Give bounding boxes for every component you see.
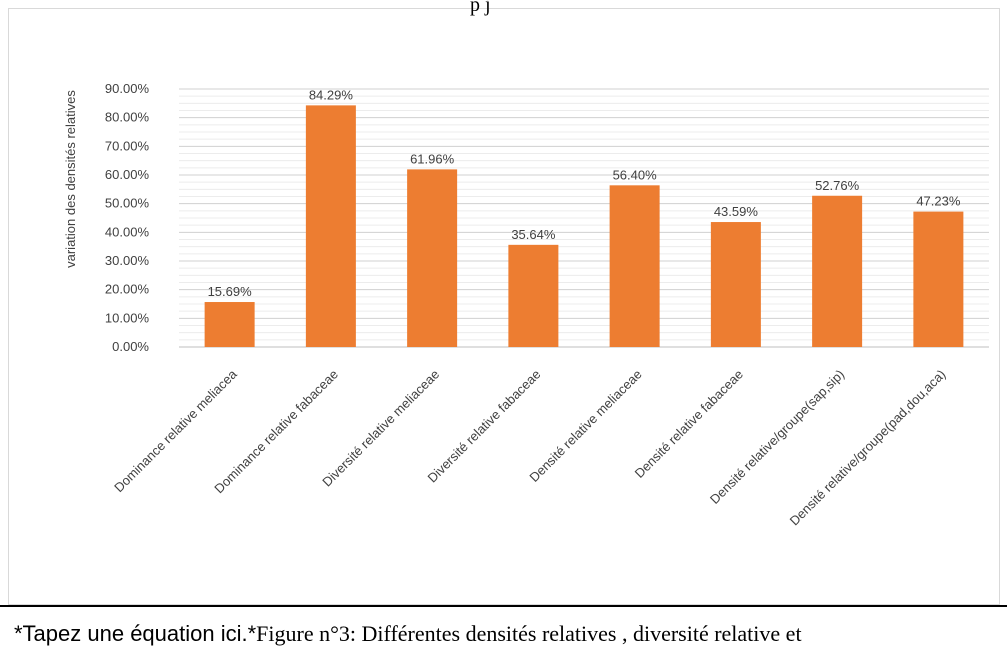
x-tick-label: Densité relative/groupe(pad,dou,aca) xyxy=(787,367,949,529)
y-tick-label: 10.00% xyxy=(105,310,150,325)
data-label: 56.40% xyxy=(613,167,658,182)
bar xyxy=(305,105,356,347)
caption-main: Figure n°3: Différentes densités relativ… xyxy=(256,621,802,646)
y-axis-title: variation des densités relatives xyxy=(63,90,78,268)
grid-lines xyxy=(179,88,989,348)
x-tick-label: Diversité relative fabaceae xyxy=(425,367,544,486)
y-tick-label: 50.00% xyxy=(105,196,150,211)
y-tick-label: 0.00% xyxy=(112,339,149,354)
y-tick-label: 80.00% xyxy=(105,110,150,125)
x-tick-label: Diversité relative meliaceae xyxy=(319,367,442,490)
bar xyxy=(508,244,559,347)
y-tick-label: 20.00% xyxy=(105,282,150,297)
y-tick-label: 60.00% xyxy=(105,167,150,182)
x-tick-label: Densité relative meliaceae xyxy=(526,367,644,485)
bar xyxy=(407,169,458,347)
data-label: 35.64% xyxy=(511,227,556,242)
data-label: 43.59% xyxy=(714,204,759,219)
bar xyxy=(710,222,761,347)
y-tick-label: 30.00% xyxy=(105,253,150,268)
x-tick-label: Densité relative fabaceae xyxy=(632,367,746,481)
data-label: 61.96% xyxy=(410,151,455,166)
data-label: 84.29% xyxy=(309,87,354,102)
data-labels: 15.69% 84.29% 61.96% 35.64% 56.40% 43.59% 52.7… xyxy=(208,87,961,299)
data-label: 47.23% xyxy=(916,194,961,209)
y-tick-label: 70.00% xyxy=(105,138,150,153)
figure-caption: *Tapez une équation ici.*Figure n°3: Dif… xyxy=(0,605,1007,655)
caption-text: *Tapez une équation ici.*Figure n°3: Dif… xyxy=(14,621,802,647)
bar xyxy=(812,195,863,347)
y-tick-label: 40.00% xyxy=(105,224,150,239)
bar xyxy=(609,185,660,347)
bar xyxy=(913,211,964,347)
data-label: 15.69% xyxy=(208,284,253,299)
header-fragment: p j xyxy=(470,0,491,16)
chart-frame: 0.00% 10.00% 20.00% 30.00% 40.00% 50.00% 60.00… xyxy=(8,8,1000,605)
y-tick-label: 90.00% xyxy=(105,81,150,96)
caption-prefix: *Tapez une équation ici.* xyxy=(14,621,257,646)
data-label: 52.76% xyxy=(815,178,860,193)
bars xyxy=(204,105,964,347)
bar-chart: 0.00% 10.00% 20.00% 30.00% 40.00% 50.00% 60.00… xyxy=(63,81,989,528)
bar xyxy=(204,302,255,347)
